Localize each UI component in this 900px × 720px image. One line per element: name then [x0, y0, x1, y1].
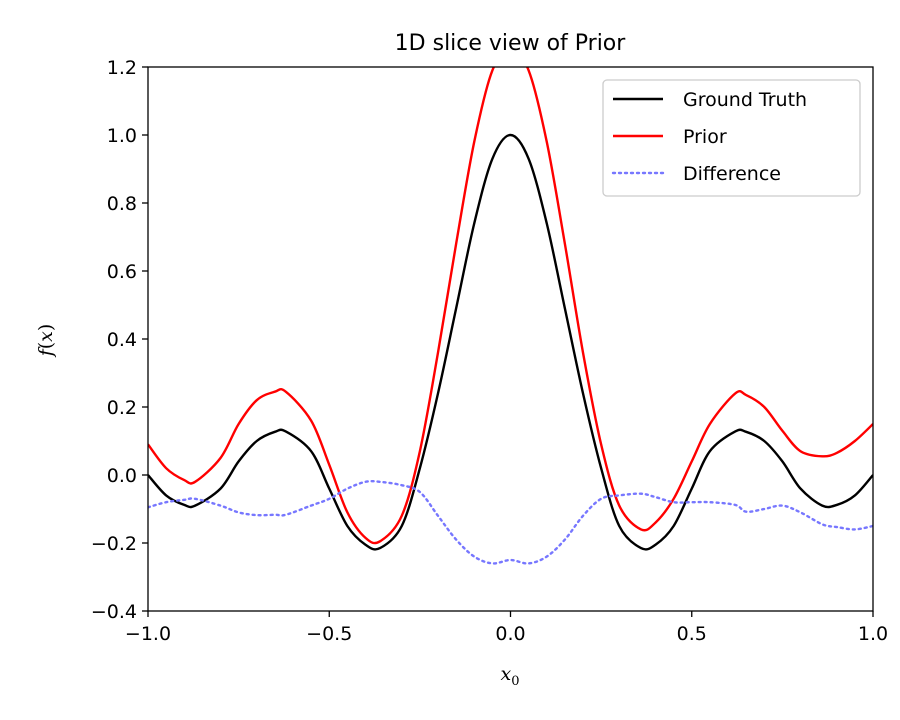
y-tick-label: 0.6 [107, 261, 137, 283]
y-tick-label: −0.2 [91, 533, 137, 555]
x-tick-label: −0.5 [306, 623, 352, 645]
series-line-ground-truth [148, 133, 873, 551]
series-line-prior [148, 67, 873, 545]
x-tick-label: 0.5 [677, 623, 707, 645]
y-tick-label: 1.0 [107, 125, 137, 147]
plot-area [148, 67, 873, 565]
legend-box [602, 79, 861, 197]
axes: −1.0 −0.5 0.0 0.5 1.0 −0.4 −0.2 0.0 0.2 0.4 0.6 0.8… [91, 57, 888, 645]
y-tick-label: 0.8 [107, 193, 137, 215]
y-tick-label: 0.2 [107, 397, 137, 419]
x-tick-label: −1.0 [125, 623, 171, 645]
y-tick-label: 0.4 [107, 329, 137, 351]
legend: Ground Truth Prior Difference [602, 79, 861, 197]
legend-label: Prior [683, 126, 727, 148]
x-tick-label: 0.0 [495, 623, 525, 645]
legend-label: Difference [683, 163, 781, 185]
y-axis-label: f(x) [35, 324, 57, 359]
series-line-difference [148, 479, 873, 565]
y-tick-label: −0.4 [91, 601, 137, 623]
y-tick-label: 0.0 [107, 465, 137, 487]
x-tick-label: 1.0 [858, 623, 888, 645]
chart-title: 1D slice view of Prior [395, 31, 627, 56]
y-tick-label: 1.2 [107, 57, 137, 79]
x-axis-label: x0 [501, 663, 520, 689]
legend-label: Ground Truth [683, 89, 807, 111]
x-axis-label-subscript: 0 [511, 674, 519, 689]
